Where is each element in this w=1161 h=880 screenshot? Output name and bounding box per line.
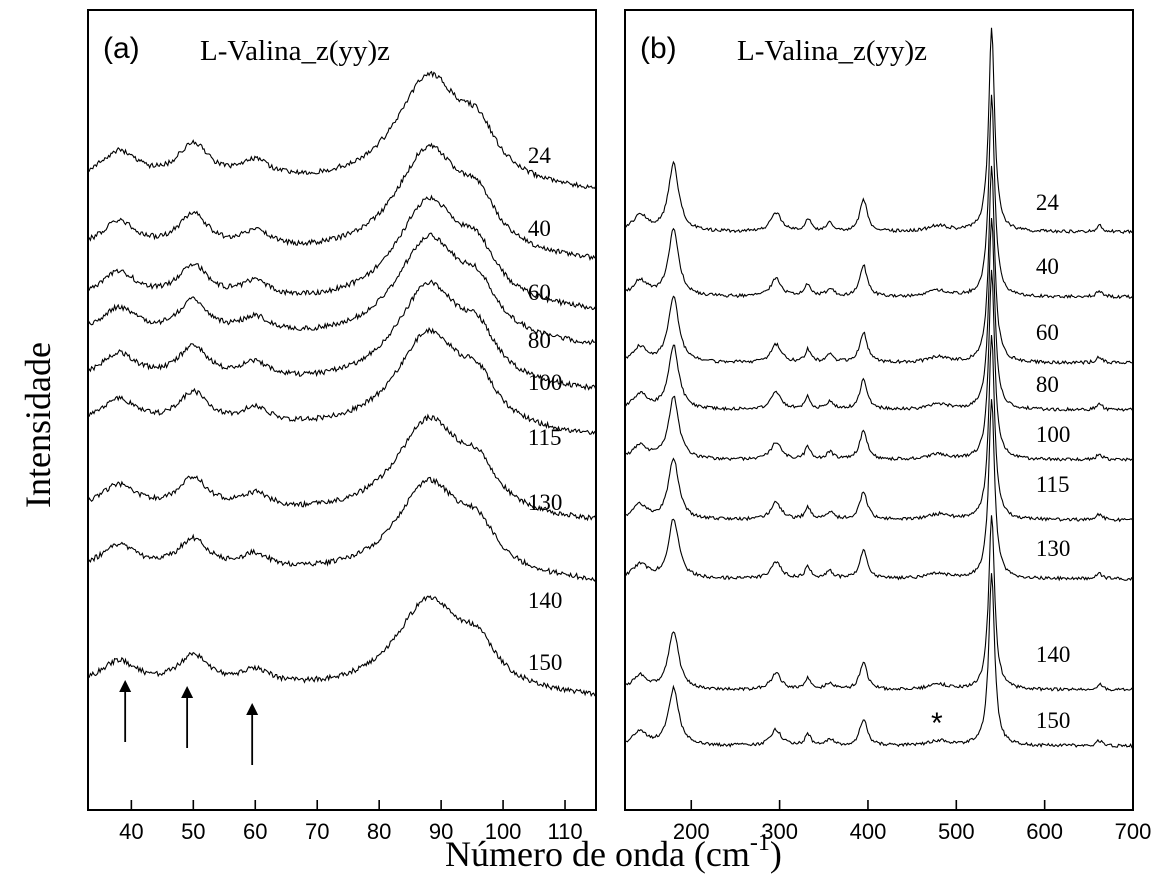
y-axis-label: Intensidade: [18, 342, 58, 508]
panel-a-x-ticks: 40 50 60 70 80 90 100 110: [119, 800, 583, 844]
panel-a-xtick-label-50: 50: [181, 819, 205, 844]
panel-a-xtick-label-60: 60: [243, 819, 267, 844]
x-axis-label-sup: -1: [750, 830, 770, 856]
panel-b-series-80: [624, 217, 1134, 412]
panel-a-series-40: [87, 142, 597, 262]
panel-b-xtick-label-200: 200: [673, 819, 710, 844]
panel-b-frame: [624, 9, 1134, 811]
panel-a-xtick-label-90: 90: [429, 819, 453, 844]
panel-b-xtick-label-700: 700: [1115, 819, 1152, 844]
panel-a-arrow-3: [246, 703, 259, 765]
panel-b-xtick-label-400: 400: [850, 819, 887, 844]
panel-b-series-115: [624, 334, 1134, 523]
panel-a-series-140: [87, 476, 597, 582]
x-axis-label-close: ): [770, 834, 782, 874]
panel-a-xtick-label-100: 100: [485, 819, 522, 844]
panel-b-series-140: [624, 515, 1134, 692]
panel-a-series-150: [87, 595, 597, 698]
panel-a-series-labels: 24 40 60 80 100 115 130 140 150: [528, 143, 563, 675]
panel-a-series-label-80: 80: [528, 328, 551, 353]
panel-b: (b) L-Valina_z(yy)z 200 300 400 500 600 700 2…: [624, 9, 1151, 844]
panel-a-series-label-115: 115: [528, 425, 562, 450]
panel-b-xtick-label-600: 600: [1026, 819, 1063, 844]
panel-b-asterisk-annotation: *: [931, 707, 943, 740]
panel-a-arrows: [119, 680, 259, 765]
panel-a-title: L-Valina_z(yy)z: [200, 35, 390, 67]
panel-b-x-ticks: 200 300 400 500 600 700: [673, 800, 1151, 844]
panel-a-series: [87, 70, 597, 698]
panel-b-series-150: [624, 573, 1134, 749]
panel-a: (a) L-Valina_z(yy)z 40 50 60 70 80 90 100 110 2…: [87, 9, 597, 844]
panel-b-series-label-100: 100: [1036, 422, 1071, 447]
panel-a-series-label-100: 100: [528, 370, 563, 395]
panel-a-label: (a): [103, 32, 140, 65]
panel-a-series-60: [87, 194, 597, 311]
panel-a-series-label-140: 140: [528, 588, 563, 613]
panel-b-title: L-Valina_z(yy)z: [737, 35, 927, 67]
panel-b-xtick-label-300: 300: [761, 819, 798, 844]
panel-a-arrow-1: [119, 680, 132, 742]
panel-b-series-label-40: 40: [1036, 254, 1059, 279]
panel-a-arrow-2: [181, 686, 194, 748]
panel-a-series-label-130: 130: [528, 490, 563, 515]
panel-a-series-130: [87, 413, 597, 522]
panel-a-xtick-label-80: 80: [367, 819, 391, 844]
panel-a-series-100: [87, 279, 597, 391]
panel-a-xtick-label-110: 110: [547, 819, 582, 844]
panel-b-series-label-80: 80: [1036, 372, 1059, 397]
panel-b-series-40: [624, 94, 1134, 299]
panel-b-series-24: [624, 27, 1134, 234]
panel-b-series-60: [624, 165, 1133, 365]
panel-b-series-label-24: 24: [1036, 190, 1060, 215]
panel-b-series-130: [624, 399, 1134, 582]
panel-b-series-labels: 24 40 60 80 100 115 130 140 150: [1036, 190, 1071, 733]
panel-b-series-100: [624, 269, 1134, 462]
x-axis-label: Número de onda (cm-1): [445, 830, 782, 874]
panel-a-frame: [87, 9, 597, 811]
x-axis-label-main: Número de onda (cm: [445, 834, 750, 874]
panel-b-series-label-115: 115: [1036, 472, 1070, 497]
panel-a-series-label-60: 60: [528, 280, 551, 305]
panel-a-series-label-40: 40: [528, 216, 551, 241]
panel-b-xtick-label-500: 500: [938, 819, 975, 844]
panel-a-xtick-label-70: 70: [305, 819, 329, 844]
panel-a-series-80: [87, 232, 597, 346]
panel-b-label: (b): [640, 32, 677, 65]
panel-b-series: [624, 27, 1134, 749]
panel-a-series-label-150: 150: [528, 650, 563, 675]
panel-a-series-24: [87, 70, 597, 190]
panel-a-series-label-24: 24: [528, 143, 552, 168]
panel-b-series-label-140: 140: [1036, 642, 1071, 667]
panel-b-series-label-150: 150: [1036, 708, 1071, 733]
panel-b-series-label-60: 60: [1036, 320, 1059, 345]
panel-b-series-label-130: 130: [1036, 536, 1071, 561]
panel-a-xtick-label-40: 40: [119, 819, 143, 844]
panel-a-series-115: [87, 326, 597, 435]
